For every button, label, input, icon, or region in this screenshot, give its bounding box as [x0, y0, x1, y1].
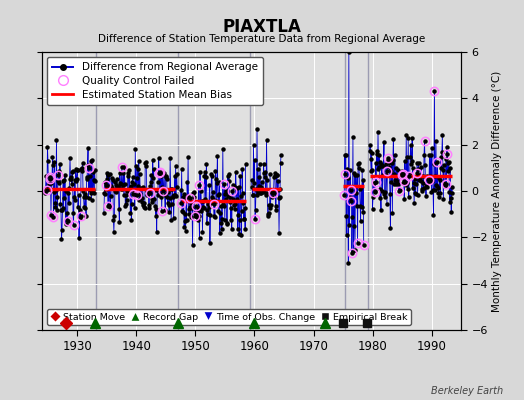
Legend: Station Move, Record Gap, Time of Obs. Change, Empirical Break: Station Move, Record Gap, Time of Obs. C… [47, 309, 411, 325]
Text: Difference of Station Temperature Data from Regional Average: Difference of Station Temperature Data f… [99, 34, 425, 44]
Text: Berkeley Earth: Berkeley Earth [431, 386, 503, 396]
Text: PIAXTLA: PIAXTLA [223, 18, 301, 36]
Y-axis label: Monthly Temperature Anomaly Difference (°C): Monthly Temperature Anomaly Difference (… [492, 70, 502, 312]
